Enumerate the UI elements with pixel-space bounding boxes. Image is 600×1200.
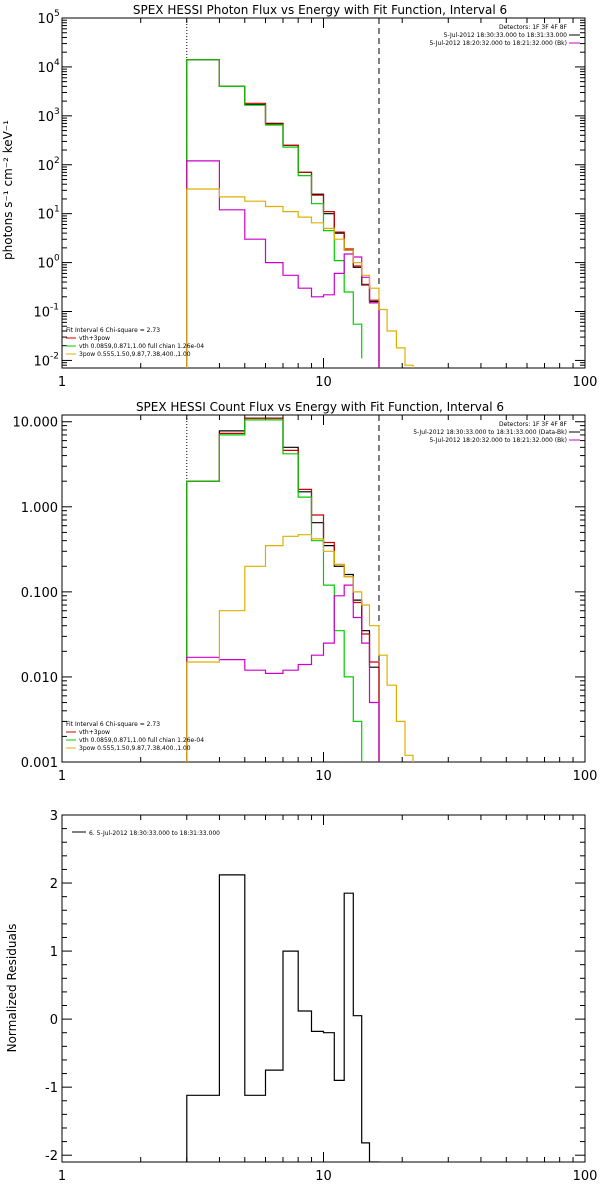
y-tick-label: 1: [50, 945, 58, 960]
y-tick-exponent: 4: [54, 58, 60, 68]
series-line: [186, 59, 380, 368]
y-tick-exponent: -2: [50, 351, 59, 361]
series-line: [186, 584, 380, 762]
legend-entry: vth+3pow: [79, 335, 110, 342]
series-line: [186, 874, 379, 1162]
legend-entry: 5-Jul-2012 18:20:32.000 to 18:21:32.000 …: [429, 437, 567, 444]
plot-frame: [61, 414, 586, 763]
residuals-panel: Normalized Residuals 1 10 100 -2 -1 0 1 2 3 6. 5-…: [5, 809, 597, 1184]
series-line: [186, 534, 414, 762]
legend-entry: Fit Interval 6 Chi-square = 2.73: [66, 721, 160, 728]
count-flux-panel: SPEX HESSI Count Flux vs Energy with Fit…: [13, 400, 598, 784]
y-tick-label: 1.000: [21, 501, 58, 516]
series-line: [186, 417, 380, 762]
plot-frame: [61, 17, 586, 369]
legend-entry: 5-Jul-2012 18:30:33.000 to 18:31:33.000: [444, 32, 568, 39]
legend-entry: Detectors: 1F 3F 4F 8F: [499, 421, 568, 428]
legend-entry: Detectors: 1F 3F 4F 8F: [499, 24, 568, 31]
data-series-group: [186, 417, 414, 762]
x-tick-label: 10: [315, 769, 332, 784]
plot-frame: [61, 814, 586, 1163]
photon-flux-title: SPEX HESSI Photon Flux vs Energy with Fi…: [133, 3, 507, 17]
y-tick-label: 10: [33, 306, 50, 321]
x-tick-label: 1: [58, 375, 66, 390]
y-tick-label: 0: [50, 1013, 58, 1028]
y-tick-label: 3: [50, 809, 58, 824]
y-tick-exponent: 2: [54, 156, 60, 166]
photon-flux-ylabel: photons s⁻¹ cm⁻² keV⁻¹: [1, 120, 15, 260]
y-tick-exponent: 5: [54, 9, 60, 19]
x-tick-label: 1: [58, 1169, 66, 1184]
y-tick-exponent: 0: [54, 254, 60, 264]
series-line: [186, 419, 363, 762]
series-line: [186, 417, 380, 762]
legend-entry: vth+3pow: [79, 729, 110, 736]
y-tick-label: 2: [50, 877, 58, 892]
y-tick-label: 0.010: [21, 671, 58, 686]
y-tick-label: -1: [45, 1081, 58, 1096]
x-tick-label: 10: [315, 1169, 332, 1184]
photon-flux-panel: SPEX HESSI Photon Flux vs Energy with Fi…: [1, 3, 597, 390]
y-tick-label: 10: [37, 257, 54, 272]
legend-entry: 3pow 0.555,1.50,9.87,7.38,400.,1.00: [79, 745, 191, 752]
data-series-group: [186, 59, 414, 368]
legend-entry: 3pow 0.555,1.50,9.87,7.38,400.,1.00: [79, 351, 191, 358]
y-tick-label: -2: [45, 1149, 58, 1164]
y-tick-exponent: -1: [50, 303, 59, 313]
legend-entry: 5-Jul-2012 18:30:33.000 to 18:31:33.000 …: [413, 429, 567, 436]
series-line: [186, 59, 380, 368]
y-tick-label: 0.100: [21, 586, 58, 601]
x-tick-label: 100: [573, 1169, 598, 1184]
y-tick-label: 10: [37, 12, 54, 27]
y-tick-label: 10: [33, 354, 50, 369]
series-line: [186, 59, 363, 368]
y-tick-exponent: 3: [54, 107, 60, 117]
x-tick-label: 1: [58, 769, 66, 784]
y-tick-label: 10.000: [13, 416, 59, 431]
y-tick-label: 10: [37, 208, 54, 223]
count-flux-title: SPEX HESSI Count Flux vs Energy with Fit…: [136, 400, 504, 414]
x-tick-label: 10: [315, 375, 332, 390]
data-series-group: [186, 874, 379, 1162]
legend-entry: Fit Interval 6 Chi-square = 2.73: [66, 327, 160, 334]
y-tick-label: 10: [37, 61, 54, 76]
legend-entry: 6. 5-Jul-2012 18:30:33.000 to 18:31:33.0…: [89, 830, 220, 837]
legend-entry: vth 0.0859,0.871,1.00 full chian 1.26e-0…: [79, 343, 204, 350]
legend-entry: 5-Jul-2012 18:20:32.000 to 18:21:32.000 …: [429, 40, 567, 47]
y-tick-label: 10: [37, 159, 54, 174]
series-line: [186, 188, 414, 368]
residuals-ylabel: Normalized Residuals: [5, 924, 19, 1053]
y-tick-label: 10: [37, 110, 54, 125]
y-tick-exponent: 1: [54, 205, 60, 215]
legend-entry: vth 0.0859,0.871,1.00 full chian 1.26e-0…: [79, 737, 204, 744]
series-line: [186, 160, 380, 368]
x-tick-label: 100: [573, 375, 598, 390]
x-tick-label: 100: [573, 769, 598, 784]
y-tick-label: 0.001: [21, 756, 58, 771]
